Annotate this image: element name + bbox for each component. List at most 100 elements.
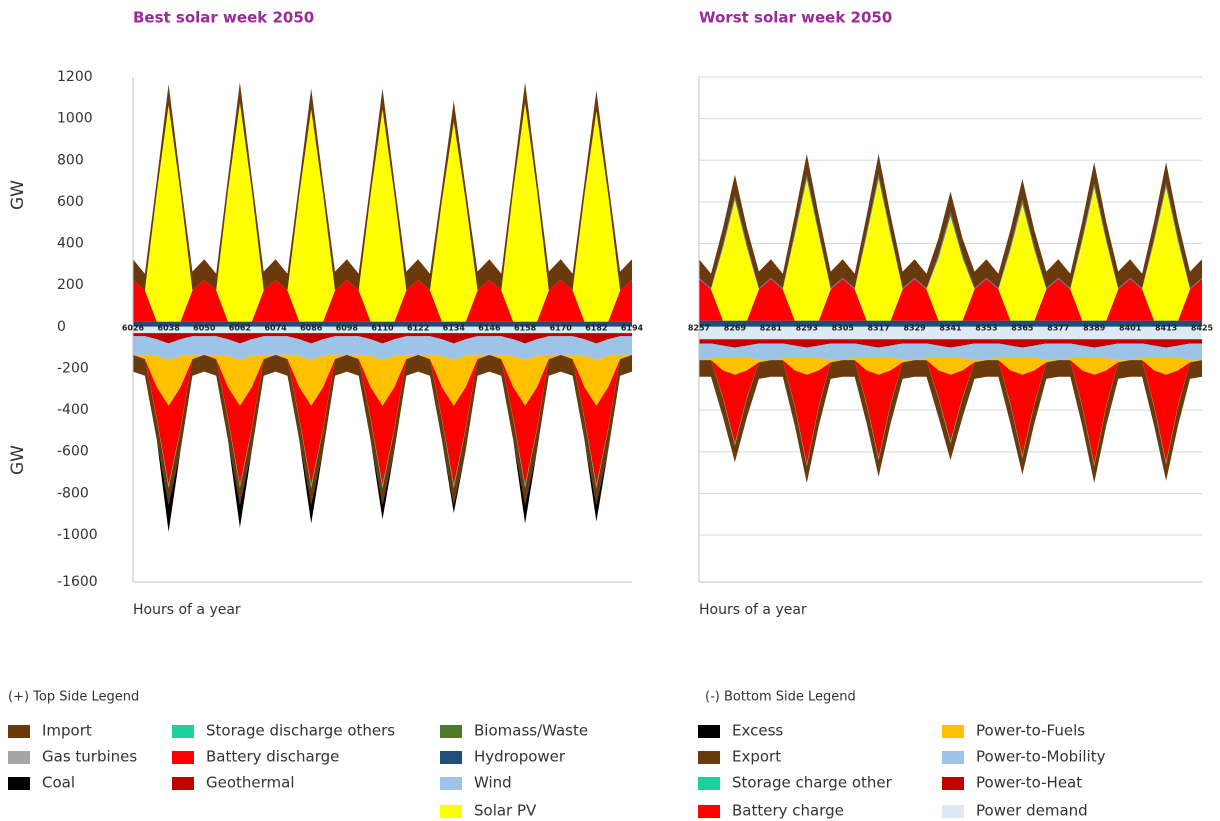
chart-title: Best solar week 2050 (133, 9, 314, 27)
x-tick-label: 8425 (1191, 323, 1214, 332)
x-tick-label: 6050 (193, 323, 216, 332)
y-tick-label: 400 (57, 236, 84, 252)
legend-label: Power-to-Mobility (976, 748, 1106, 766)
x-tick-label: 6170 (550, 323, 573, 332)
x-tick-label: 8329 (903, 323, 926, 332)
x-tick-label: 8281 (760, 323, 783, 332)
area (133, 354, 632, 406)
legend-label: Storage charge other (732, 774, 893, 792)
area (699, 360, 1202, 483)
legend-swatch (698, 751, 720, 764)
legend-swatch (440, 805, 462, 818)
x-tick-label: 6086 (300, 323, 323, 332)
y-tick-label: 1000 (57, 111, 93, 127)
x-tick-label: 8341 (939, 323, 962, 332)
area (699, 343, 1202, 361)
y-tick-label: 200 (57, 277, 84, 293)
area (699, 174, 1202, 290)
legend-swatch (440, 777, 462, 790)
legend-label: Solar PV (474, 802, 537, 820)
x-tick-label: 6098 (336, 323, 359, 332)
area (133, 354, 632, 505)
x-tick-label: 8365 (1011, 323, 1034, 332)
area (699, 278, 1202, 321)
area (133, 326, 632, 334)
legend-label: Coal (42, 774, 75, 792)
area (133, 354, 632, 485)
x-tick-label: 6146 (478, 323, 501, 332)
legend-swatch (8, 725, 30, 738)
legend-title: (+) Top Side Legend (8, 690, 139, 705)
y-axis-label: GW (8, 180, 28, 210)
legend-label: Power-to-Fuels (976, 722, 1085, 740)
x-tick-label: 6134 (443, 323, 466, 332)
area (133, 336, 632, 361)
legend-label: Hydropower (474, 748, 566, 766)
legend-label: Gas turbines (42, 748, 137, 766)
legend-swatch (440, 751, 462, 764)
area (699, 179, 1202, 321)
legend-label: Storage discharge others (206, 722, 395, 740)
x-tick-label: 6194 (621, 323, 644, 332)
x-tick-label: 6062 (229, 323, 251, 332)
area (699, 320, 1202, 327)
area (133, 321, 632, 327)
x-tick-label: 8305 (832, 323, 855, 332)
x-tick-label: 8317 (868, 323, 890, 332)
legend-label: Excess (732, 722, 783, 740)
legend-swatch (698, 777, 720, 790)
legend-swatch (942, 805, 964, 818)
legend-swatch (440, 725, 462, 738)
area (699, 360, 1202, 465)
legend-swatch (942, 777, 964, 790)
area (133, 333, 632, 344)
legend-label: Wind (474, 774, 512, 792)
area (133, 280, 632, 322)
y-tick-label: 1200 (57, 69, 93, 85)
y-tick-label: -400 (57, 402, 89, 418)
area (133, 103, 632, 322)
legend-label: Battery discharge (206, 748, 339, 766)
y-tick-label: -600 (57, 444, 89, 460)
y-tick-label: 0 (57, 319, 66, 335)
x-tick-label: 8257 (688, 323, 710, 332)
x-tick-label: 8389 (1083, 323, 1106, 332)
y-tick-label: 600 (57, 194, 84, 210)
x-tick-label: 8401 (1119, 323, 1142, 332)
legend-swatch (8, 751, 30, 764)
x-tick-label: 6158 (514, 323, 537, 332)
x-tick-label: 6110 (371, 323, 394, 332)
x-tick-label: 6122 (407, 323, 429, 332)
legend-swatch (942, 725, 964, 738)
legend-label: Geothermal (206, 774, 295, 792)
x-tick-label: 8377 (1047, 323, 1069, 332)
y-tick-label: -800 (57, 485, 89, 501)
x-tick-label: 6026 (122, 323, 145, 332)
y-tick-label: 800 (57, 152, 84, 168)
legend-label: Import (42, 722, 92, 740)
legend-swatch (942, 751, 964, 764)
x-tick-label: 6038 (158, 323, 181, 332)
y-tick-label: -1000 (57, 527, 98, 543)
x-tick-label: 8353 (975, 323, 997, 332)
x-tick-label: 6074 (264, 323, 287, 332)
chart-title: Worst solar week 2050 (699, 9, 892, 27)
legend-label: Export (732, 748, 781, 766)
x-axis-label: Hours of a year (133, 602, 241, 618)
area (699, 154, 1202, 289)
x-tick-label: 8413 (1155, 323, 1177, 332)
legend-swatch (172, 777, 194, 790)
area (699, 339, 1202, 348)
y-tick-label: -200 (57, 360, 89, 376)
area (699, 326, 1202, 340)
legend-label: Battery charge (732, 802, 844, 820)
x-tick-label: 8269 (724, 323, 747, 332)
legend-title: (-) Bottom Side Legend (705, 690, 856, 705)
x-tick-label: 6182 (585, 323, 607, 332)
legend-swatch (172, 751, 194, 764)
legend-swatch (172, 725, 194, 738)
y-axis-label: GW (8, 445, 28, 475)
legend-swatch (698, 805, 720, 818)
legend-label: Power-to-Heat (976, 774, 1082, 792)
